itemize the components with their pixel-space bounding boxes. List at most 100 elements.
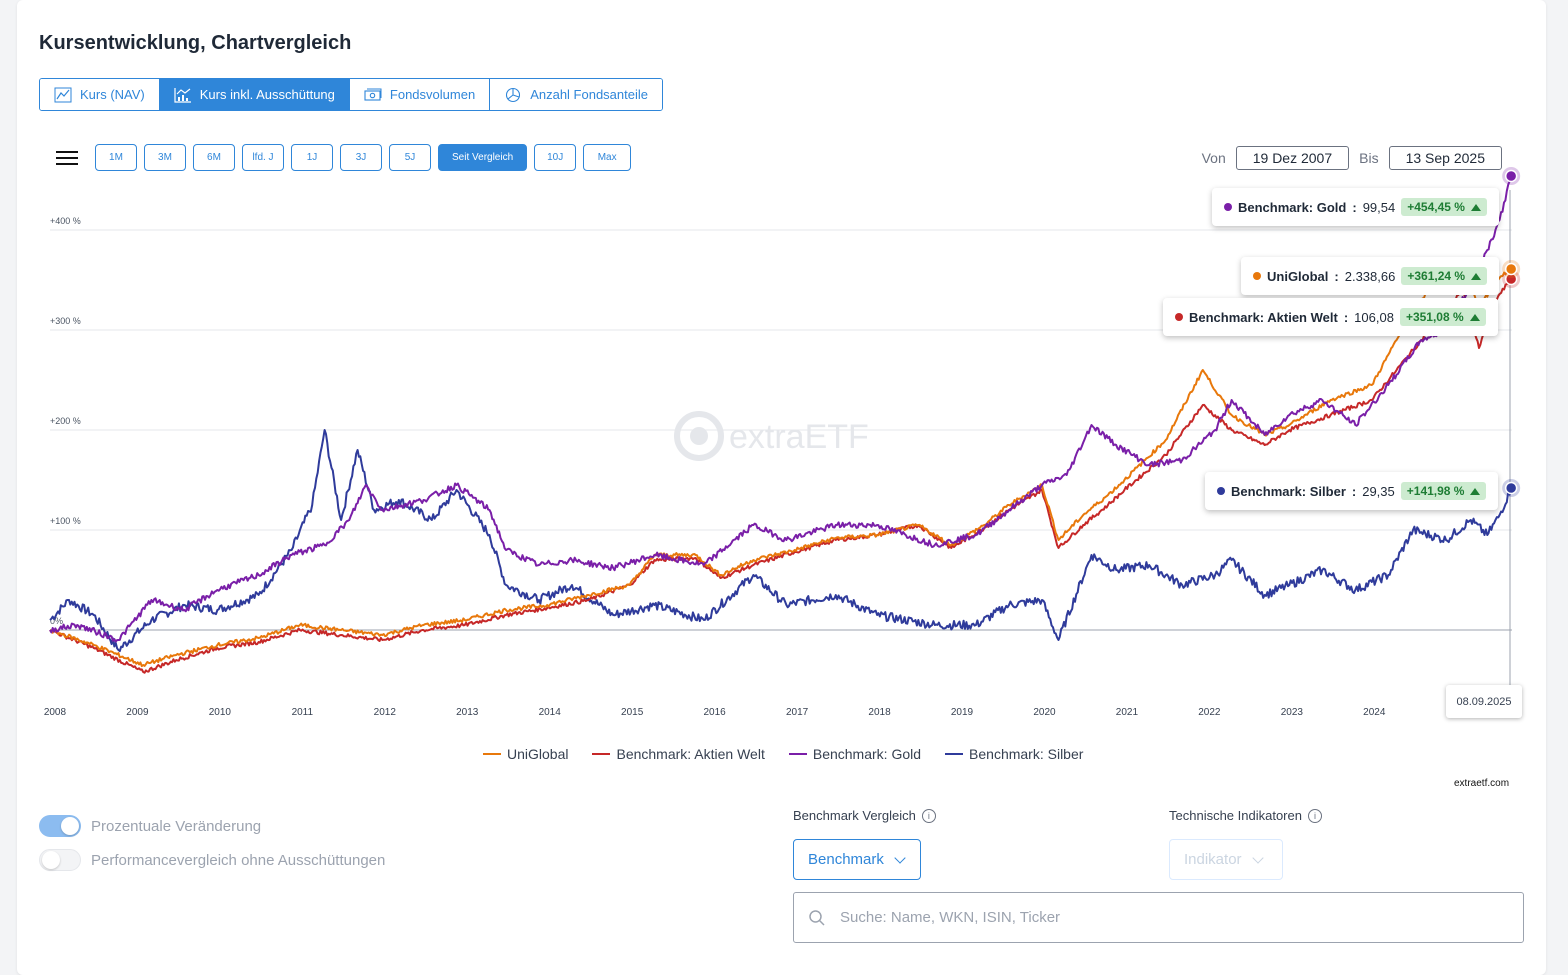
info-icon[interactable]: i	[921, 808, 936, 823]
y-tick-label: +100 %	[50, 516, 81, 526]
x-tick-label: 2024	[1363, 707, 1386, 718]
date-range: Von 19 Dez 2007 Bis 13 Sep 2025	[1202, 146, 1502, 170]
tooltip-value: 2.338,66	[1344, 268, 1396, 284]
x-tick-label: 2019	[951, 707, 974, 718]
legend-silber[interactable]: Benchmark: Silber	[945, 746, 1083, 762]
x-tick-label: 2017	[786, 707, 809, 718]
to-label: Bis	[1359, 150, 1379, 166]
range-3j-button[interactable]: 3J	[340, 144, 382, 171]
range-3m-button[interactable]: 3M	[144, 144, 186, 171]
search-box	[793, 892, 1524, 943]
series-dot	[1224, 203, 1232, 211]
series-line-benchmark-gold[interactable]	[49, 175, 1513, 643]
up-arrow-icon	[1470, 487, 1481, 495]
tooltip-series-name: Benchmark: Silber	[1231, 483, 1346, 499]
legend-gold[interactable]: Benchmark: Gold	[788, 746, 922, 762]
benchmark-label: Benchmark Vergleich	[793, 808, 916, 823]
range-max-button[interactable]: Max	[583, 144, 632, 171]
watermark: extraETF	[674, 411, 869, 461]
x-tick-label: 2015	[621, 707, 644, 718]
legend-swatch	[945, 753, 964, 755]
y-tick-label: +200 %	[50, 416, 81, 426]
change-value: +141,98 %	[1406, 484, 1465, 498]
indicators-label-row: Technische Indikatoren i	[1169, 808, 1322, 823]
legend-swatch	[483, 753, 501, 755]
up-arrow-icon	[1469, 313, 1480, 321]
change-badge: +141,98 %	[1400, 482, 1487, 500]
percent-change-toggle[interactable]	[39, 815, 81, 837]
tooltip-value: 106,08	[1354, 309, 1394, 325]
benchmark-label-row: Benchmark Vergleich i	[793, 808, 936, 823]
range-10j-button[interactable]: 10J	[534, 144, 577, 171]
x-tick-label: 2022	[1198, 707, 1221, 718]
chevron-down-icon	[1251, 851, 1264, 864]
x-tick-label: 2013	[456, 707, 479, 718]
endpoint-marker	[1504, 262, 1518, 276]
tab-fondsvolumen[interactable]: Fondsvolumen	[349, 79, 491, 110]
legend-uniglobal[interactable]: UniGlobal	[483, 746, 568, 762]
y-tick-label: +300 %	[50, 316, 81, 326]
x-tick-label: 2010	[209, 707, 232, 718]
tooltip-series-name: Benchmark: Aktien Welt	[1189, 309, 1338, 325]
endpoint-marker	[1504, 481, 1518, 495]
x-tick-label: 2011	[292, 707, 314, 718]
tooltip-uniglobal: UniGlobal: 2.338,66 +361,24 %	[1241, 257, 1500, 295]
series-line-benchmark-silber[interactable]	[49, 429, 1513, 653]
tooltip-aktien-welt: Benchmark: Aktien Welt: 106,08 +351,08 %	[1163, 298, 1498, 336]
tooltip-value: 99,54	[1362, 199, 1396, 215]
series-line-benchmark-aktien-welt[interactable]	[49, 278, 1513, 674]
tooltip-silber: Benchmark: Silber: 29,35 +141,98 %	[1205, 472, 1499, 510]
info-icon[interactable]: i	[1307, 808, 1322, 823]
change-value: +351,08 %	[1405, 310, 1464, 324]
x-tick-label: 2023	[1281, 707, 1304, 718]
tab-anzahl-fondsanteile[interactable]: Anzahl Fondsanteile	[490, 79, 662, 110]
toggle-row-percent: Prozentuale Veränderung	[39, 815, 261, 837]
legend-aktien-welt[interactable]: Benchmark: Aktien Welt	[592, 746, 765, 762]
tooltip-series-name: Benchmark: Gold	[1238, 199, 1347, 215]
x-tick-label: 2018	[868, 707, 891, 718]
y-tick-label: +400 %	[50, 216, 81, 226]
range-1j-button[interactable]: 1J	[291, 144, 333, 171]
tab-kurs-nav[interactable]: Kurs (NAV)	[40, 79, 160, 110]
legend-label: Benchmark: Aktien Welt	[616, 746, 765, 762]
change-badge: +351,08 %	[1399, 308, 1486, 326]
search-input[interactable]	[838, 908, 1492, 927]
up-arrow-icon	[1470, 203, 1481, 211]
range-1m-button[interactable]: 1M	[95, 144, 137, 171]
range-seit-vergleich-button[interactable]: Seit Vergleich	[438, 144, 528, 171]
x-tick-label: 2009	[126, 707, 149, 718]
pie-chart-icon	[506, 87, 521, 102]
legend-label: Benchmark: Gold	[812, 746, 922, 762]
x-tick-label: 2021	[1116, 707, 1139, 718]
to-date-input[interactable]: 13 Sep 2025	[1388, 146, 1502, 170]
endpoint-marker	[1504, 169, 1518, 183]
tab-label: Kurs inkl. Ausschüttung	[199, 87, 335, 102]
tab-kurs-ausschuettung[interactable]: Kurs inkl. Ausschüttung	[159, 79, 350, 110]
series-dot	[1175, 313, 1183, 321]
change-value: +454,45 %	[1407, 200, 1465, 214]
legend-swatch	[788, 753, 807, 755]
chevron-down-icon	[894, 851, 906, 864]
performance-chart: extraETF +400 % +300 % +200 % +100 % 0% 2008 2…	[44, 167, 1521, 718]
chart-credit: extraetf.com	[1454, 778, 1510, 789]
range-ytd-button[interactable]: lfd. J	[242, 144, 284, 171]
range-6m-button[interactable]: 6M	[193, 144, 235, 171]
from-label: Von	[1201, 150, 1226, 166]
chart-type-tabs: Kurs (NAV) Kurs inkl. Ausschüttung Fonds…	[39, 78, 663, 111]
x-tick-label: 2014	[539, 707, 562, 718]
tab-label: Fondsvolumen	[389, 87, 476, 102]
from-date-input[interactable]: 19 Dez 2007	[1235, 146, 1350, 170]
x-tick-label: 2012	[374, 707, 397, 718]
indicator-select[interactable]: Indikator	[1169, 839, 1283, 880]
no-distributions-toggle[interactable]	[39, 849, 81, 871]
x-tick-label: 2008	[44, 707, 67, 718]
tooltip-value: 29,35	[1362, 483, 1395, 499]
x-tick-label: 2016	[703, 707, 726, 718]
range-5j-button[interactable]: 5J	[389, 144, 431, 171]
series-dot	[1253, 272, 1261, 280]
benchmark-select[interactable]: Benchmark	[793, 839, 921, 880]
hamburger-menu-icon[interactable]	[56, 147, 78, 169]
toggle-label: Performancevergleich ohne Ausschüttungen	[91, 851, 386, 869]
x-tick-label: 2020	[1033, 707, 1056, 718]
change-badge: +454,45 %	[1401, 198, 1487, 216]
